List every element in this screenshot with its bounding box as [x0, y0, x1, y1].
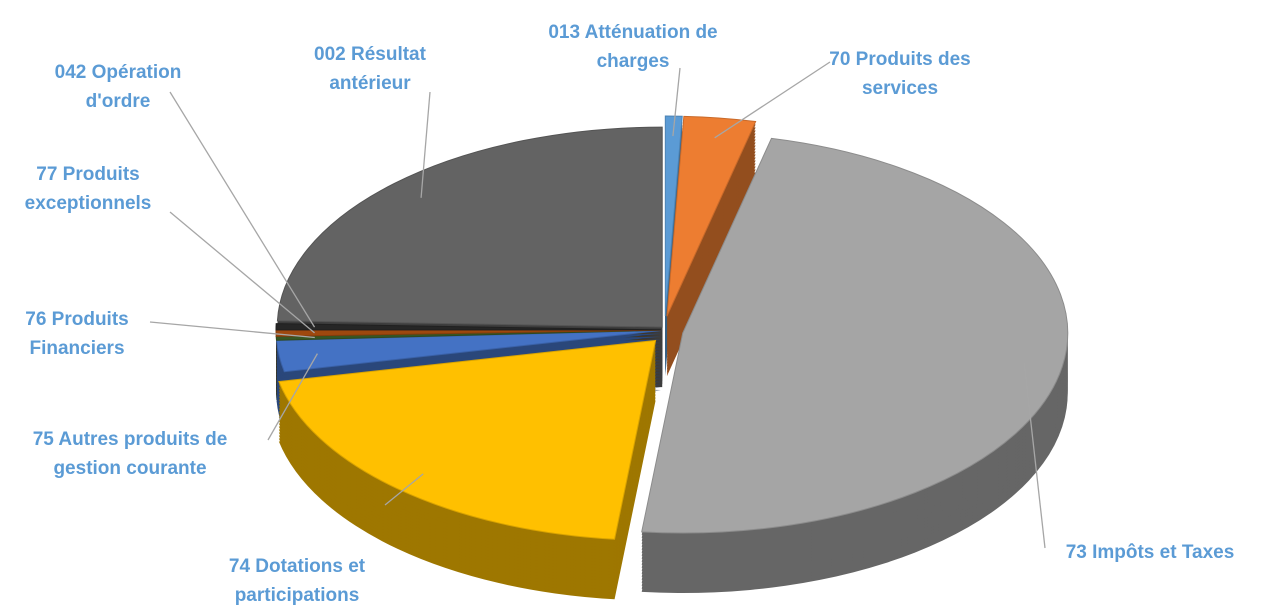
- leader-line: [1023, 363, 1046, 549]
- leader-line: [267, 353, 318, 441]
- slice-label: 70 Produits des services: [829, 49, 971, 99]
- slice-label: 75 Autres produits de gestion courante: [32, 429, 228, 479]
- slice: [278, 339, 657, 540]
- slice-label: 002 Résultat antérieur: [314, 44, 426, 94]
- slice: [641, 137, 1069, 534]
- slice-label: 73 Impôts et Taxes: [1065, 542, 1235, 563]
- leader-line: [169, 211, 315, 334]
- leader-line: [714, 61, 831, 139]
- slice: [664, 115, 683, 317]
- slice-label: 74 Dotations et participations: [228, 556, 366, 606]
- slice: [275, 323, 662, 331]
- slice: [276, 126, 663, 328]
- leader-line: [384, 473, 424, 506]
- leader-line: [169, 91, 316, 328]
- leader-line: [149, 321, 315, 339]
- slice-label: 013 Atténuation de charges: [548, 22, 718, 72]
- leader-line: [672, 67, 681, 137]
- slice-label: 76 Produits Financiers: [25, 309, 129, 359]
- slice: [666, 115, 757, 317]
- leader-line: [420, 91, 431, 198]
- slice-label: 77 Produits exceptionnels: [24, 164, 152, 214]
- slice-label: 042 Opération d'ordre: [54, 62, 182, 112]
